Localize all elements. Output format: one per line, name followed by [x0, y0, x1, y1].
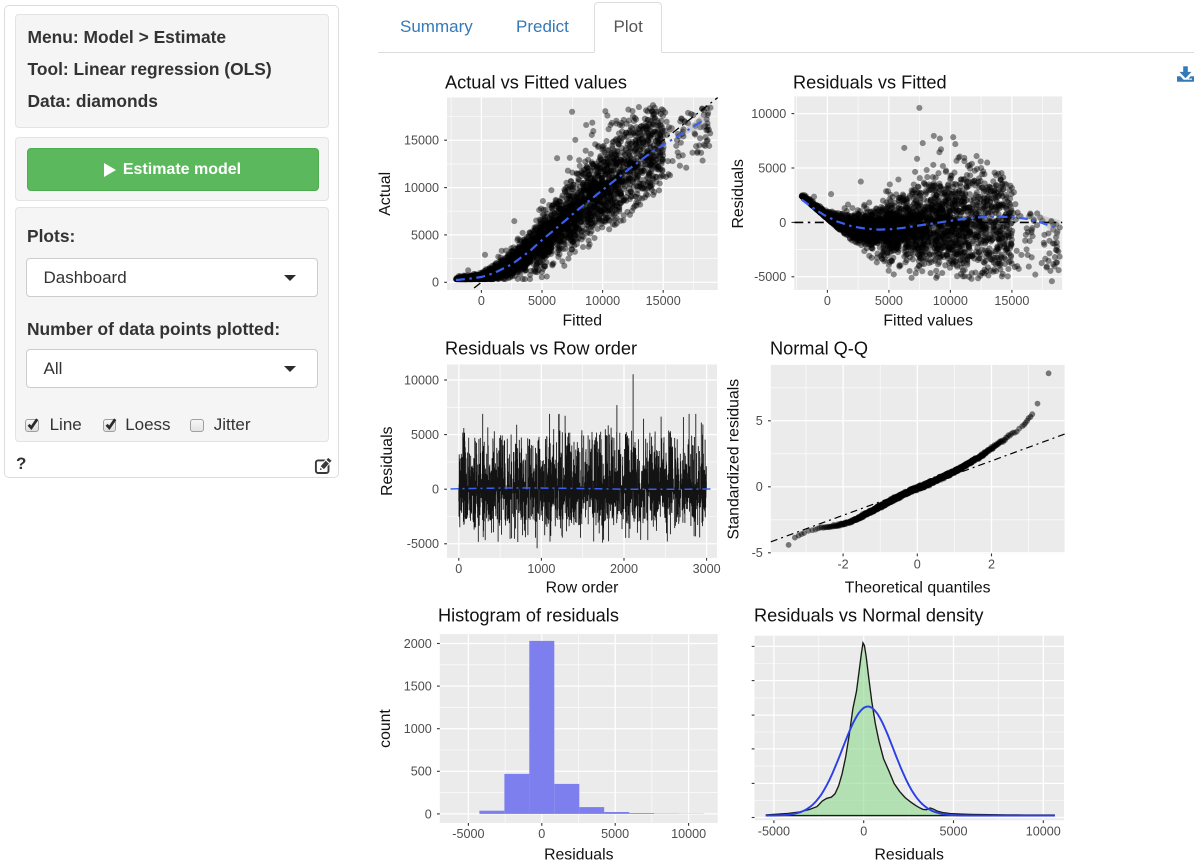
svg-text:10000: 10000 [404, 373, 439, 387]
svg-text:1000: 1000 [404, 722, 432, 736]
svg-text:0: 0 [432, 483, 439, 497]
svg-text:Actual: Actual [377, 172, 394, 216]
svg-text:10000: 10000 [751, 107, 786, 121]
svg-text:15000: 15000 [994, 294, 1029, 308]
svg-text:5000: 5000 [758, 161, 786, 175]
svg-text:-5000: -5000 [407, 537, 439, 551]
svg-text:0: 0 [478, 294, 485, 308]
svg-text:-5000: -5000 [754, 270, 786, 284]
svg-text:0: 0 [756, 480, 763, 494]
svg-text:0: 0 [824, 294, 831, 308]
svg-text:5: 5 [756, 414, 763, 428]
svg-text:0: 0 [455, 562, 462, 576]
svg-text:0: 0 [432, 276, 439, 290]
svg-text:-5000: -5000 [452, 827, 484, 841]
svg-text:5000: 5000 [528, 294, 556, 308]
svg-text:Residuals vs Fitted: Residuals vs Fitted [793, 73, 947, 93]
svg-text:2000: 2000 [404, 637, 432, 651]
svg-text:0: 0 [860, 825, 867, 839]
svg-text:15000: 15000 [646, 294, 681, 308]
svg-text:15000: 15000 [404, 134, 439, 148]
svg-text:Residuals: Residuals [875, 847, 944, 864]
svg-text:10000: 10000 [585, 294, 620, 308]
svg-text:Standardized residuals: Standardized residuals [726, 379, 743, 540]
svg-text:500: 500 [411, 765, 432, 779]
svg-text:3000: 3000 [693, 562, 721, 576]
svg-text:Fitted: Fitted [563, 313, 603, 330]
svg-text:Row order: Row order [546, 580, 619, 597]
svg-text:Actual vs Fitted values: Actual vs Fitted values [445, 73, 627, 93]
svg-text:5000: 5000 [601, 827, 629, 841]
svg-text:-2: -2 [837, 558, 848, 572]
svg-text:2000: 2000 [610, 562, 638, 576]
svg-text:Histogram of residuals: Histogram of residuals [438, 606, 619, 626]
svg-text:2: 2 [988, 558, 995, 572]
svg-text:Residuals: Residuals [379, 426, 396, 495]
svg-text:Fitted values: Fitted values [883, 313, 973, 330]
svg-text:Residuals vs Row order: Residuals vs Row order [445, 339, 637, 359]
svg-text:5000: 5000 [411, 428, 439, 442]
svg-text:5000: 5000 [411, 228, 439, 242]
svg-text:0: 0 [538, 827, 545, 841]
svg-text:Residuals: Residuals [544, 847, 613, 864]
svg-text:10000: 10000 [404, 181, 439, 195]
svg-text:-5000: -5000 [758, 825, 790, 839]
svg-text:0: 0 [779, 216, 786, 230]
svg-text:5000: 5000 [939, 825, 967, 839]
svg-text:Theoretical quantiles: Theoretical quantiles [845, 580, 991, 597]
svg-text:Residuals vs Normal density: Residuals vs Normal density [754, 606, 984, 626]
svg-text:count: count [377, 709, 394, 748]
svg-text:0: 0 [425, 807, 432, 821]
svg-text:10000: 10000 [1026, 825, 1061, 839]
svg-text:10000: 10000 [933, 294, 968, 308]
svg-text:1500: 1500 [404, 680, 432, 694]
svg-text:-5: -5 [752, 546, 763, 560]
svg-text:Residuals: Residuals [730, 159, 747, 228]
svg-text:0: 0 [914, 558, 921, 572]
svg-text:10000: 10000 [671, 827, 706, 841]
svg-text:5000: 5000 [875, 294, 903, 308]
svg-text:Normal Q-Q: Normal Q-Q [770, 339, 868, 359]
svg-text:1000: 1000 [527, 562, 555, 576]
